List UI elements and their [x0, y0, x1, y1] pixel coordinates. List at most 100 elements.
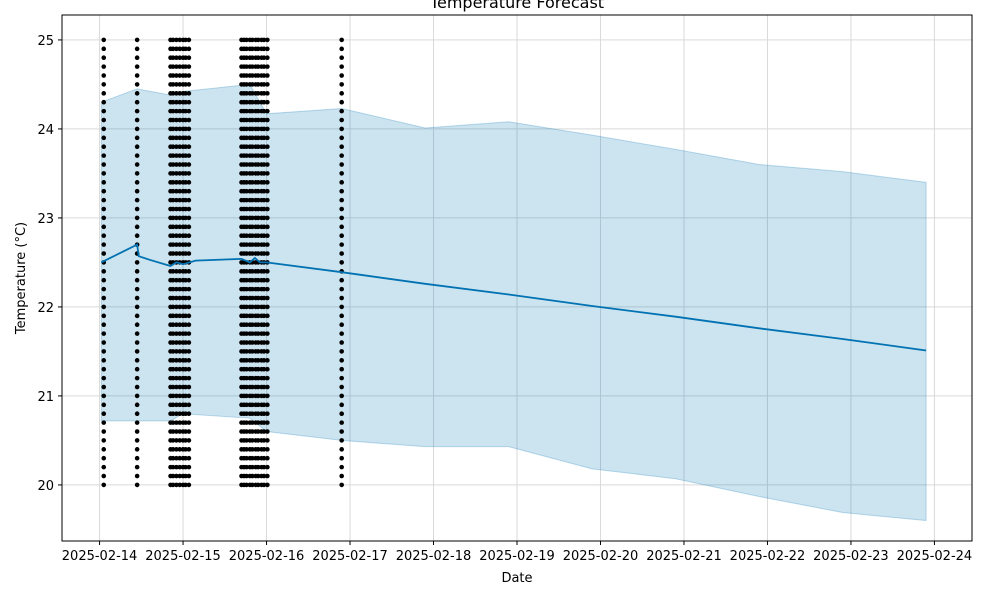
observation-point [339, 482, 344, 488]
observation-point [261, 251, 267, 256]
observation-point [186, 162, 192, 167]
observation-point [339, 162, 344, 167]
observation-point [250, 393, 255, 399]
observation-point [134, 215, 140, 221]
observation-point [134, 438, 140, 443]
observation-point [174, 55, 179, 61]
observation-point [134, 322, 140, 328]
observation-point [101, 482, 107, 488]
observation-point [255, 429, 261, 434]
observation-point [170, 340, 176, 345]
observation-point [250, 46, 255, 52]
observation-point [134, 455, 140, 461]
observation-point [186, 429, 192, 434]
observation-point [339, 37, 344, 43]
observation-point [250, 366, 255, 372]
observation-point [177, 180, 183, 185]
observation-point [101, 358, 107, 363]
observation-point [134, 188, 140, 194]
observation-point [177, 55, 183, 61]
observation-point [134, 260, 140, 265]
observation-point [170, 269, 176, 274]
observation-point [186, 331, 192, 336]
observation-point [174, 304, 179, 310]
observation-point [174, 180, 179, 185]
observation-point [170, 331, 176, 336]
observation-point [250, 420, 255, 425]
observation-point [134, 304, 140, 310]
observation-point [250, 340, 255, 345]
observation-point [174, 384, 179, 390]
observation-point [186, 64, 192, 69]
observation-point [177, 358, 183, 363]
observation-point [186, 91, 192, 96]
observation-point [255, 242, 261, 247]
observation-point [134, 233, 140, 239]
observation-point [174, 331, 179, 336]
observation-point [250, 464, 255, 470]
observation-point [339, 393, 344, 399]
observation-point [339, 171, 344, 176]
observation-point [244, 171, 249, 176]
observation-point [265, 206, 270, 212]
observation-point [255, 73, 261, 78]
observation-point [170, 375, 176, 381]
observation-point [339, 126, 344, 132]
uncertainty-band-layer [100, 83, 927, 522]
observation-point [134, 331, 140, 336]
observation-point [101, 233, 107, 239]
observation-point [255, 393, 261, 399]
observation-point [339, 340, 344, 345]
observation-point [265, 331, 270, 336]
observation-point [244, 482, 249, 488]
observation-point [183, 366, 188, 372]
observation-point [250, 242, 255, 247]
observation-point [183, 375, 188, 381]
observation-point [174, 482, 179, 488]
observation-point [174, 420, 179, 425]
observation-point [134, 73, 140, 78]
observation-point [261, 447, 267, 452]
observation-point [244, 269, 249, 274]
observation-point [134, 277, 140, 283]
observation-point [183, 473, 188, 479]
observation-point [183, 91, 188, 96]
y-tick-label: 20 [37, 479, 54, 494]
observation-point [250, 188, 255, 194]
observation-point [170, 233, 176, 239]
observation-point [170, 447, 176, 452]
y-tick-label: 21 [37, 390, 54, 405]
observation-point [261, 188, 267, 194]
observation-point [250, 73, 255, 78]
observation-point [186, 358, 192, 363]
y-tick-label: 22 [37, 301, 54, 316]
observation-point [134, 82, 140, 87]
observation-point [250, 180, 255, 185]
observation-point [186, 473, 192, 479]
observation-point [177, 277, 183, 283]
observation-point [183, 233, 188, 239]
observation-point [250, 358, 255, 363]
observation-point [170, 197, 176, 203]
observation-point [244, 331, 249, 336]
observation-point [261, 384, 267, 390]
observation-point [255, 420, 261, 425]
observation-point [255, 144, 261, 150]
observation-point [186, 153, 192, 158]
observation-point [244, 402, 249, 408]
observation-point [101, 153, 107, 158]
observation-point [265, 144, 270, 150]
observation-point [170, 206, 176, 212]
observation-point [265, 64, 270, 69]
observation-point [134, 37, 140, 43]
observation-point [255, 322, 261, 328]
observation-point [174, 358, 179, 363]
observation-point [244, 473, 249, 479]
observation-point [174, 99, 179, 105]
observation-point [101, 375, 107, 381]
observation-point [244, 135, 249, 141]
observation-point [186, 313, 192, 319]
observation-point [170, 180, 176, 185]
observation-point [186, 366, 192, 372]
observation-point [244, 340, 249, 345]
